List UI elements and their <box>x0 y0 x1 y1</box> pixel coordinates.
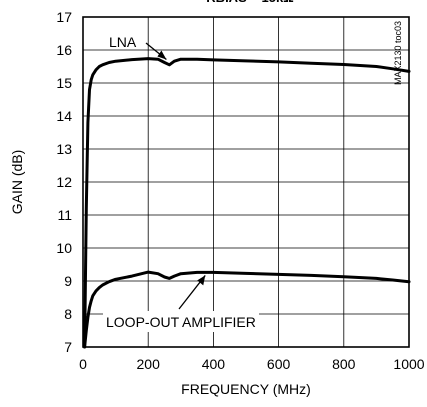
y-tick-label: 7 <box>64 339 72 355</box>
series-layer <box>83 57 411 349</box>
x-tick-label: 200 <box>137 356 161 372</box>
y-tick-label: 10 <box>56 240 72 256</box>
x-tick-label: 1000 <box>393 356 424 372</box>
annotation-loop-out: LOOP-OUT AMPLIFIER <box>106 314 256 330</box>
x-axis-title: FREQUENCY (MHz) <box>181 381 311 397</box>
annotation-lna-arrowhead <box>157 50 167 60</box>
y-tick-label: 9 <box>64 273 72 289</box>
y-tick-label: 16 <box>56 42 72 58</box>
y-tick-label: 11 <box>57 207 72 223</box>
y-axis-title: GAIN (dB) <box>9 150 25 215</box>
y-tick-label: 13 <box>56 141 72 157</box>
y-tick-label: 8 <box>64 306 72 322</box>
side-label: MAX2130 toc03 <box>393 21 403 85</box>
y-tick-label: 17 <box>56 9 72 25</box>
annotation-layer: LNA LOOP-OUT AMPLIFIER <box>103 34 259 332</box>
x-tick-label: 600 <box>267 356 291 372</box>
y-tick-label: 12 <box>56 174 72 190</box>
y-tick-label: 14 <box>56 108 72 124</box>
annotation-lna: LNA <box>109 34 137 50</box>
series-line-lna <box>83 57 411 349</box>
series-line-loop-out-amplifier <box>83 270 411 349</box>
annotation-loop-out-bg <box>103 311 259 332</box>
y-tick-label: 15 <box>56 75 72 91</box>
annotation-loop-out-arrowhead <box>197 275 206 286</box>
tick-layer: 0 200 400 600 800 1000 7 8 9 10 11 12 13 14 15 16 17 <box>56 9 424 372</box>
x-tick-label: 0 <box>79 356 87 372</box>
plot-frame <box>82 16 410 348</box>
x-tick-label: 400 <box>202 356 226 372</box>
top-caption-group: RBIAS = 15kΩ <box>206 0 293 5</box>
x-tick-label: 800 <box>332 356 356 372</box>
top-caption: RBIAS = 15kΩ <box>206 0 293 5</box>
